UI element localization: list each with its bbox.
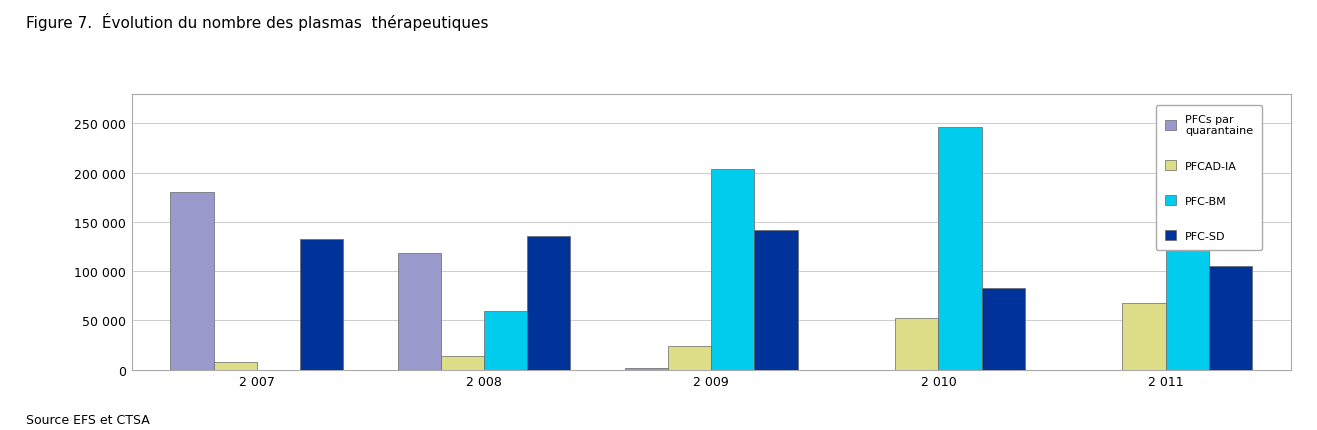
Bar: [300, 239, 342, 370]
Bar: [1209, 267, 1252, 370]
Bar: [711, 169, 755, 370]
Legend: PFCs par
quarantaine, PFCAD-IA, PFC-BM, PFC-SD: PFCs par quarantaine, PFCAD-IA, PFC-BM, …: [1156, 106, 1262, 250]
Bar: [483, 311, 527, 370]
Bar: [213, 362, 257, 370]
Bar: [668, 346, 711, 370]
Bar: [398, 254, 441, 370]
Text: Figure 7.  Évolution du nombre des plasmas  thérapeutiques: Figure 7. Évolution du nombre des plasma…: [26, 13, 489, 31]
Bar: [981, 288, 1025, 370]
Bar: [441, 356, 483, 370]
Bar: [1166, 167, 1209, 370]
Bar: [1122, 303, 1166, 370]
Text: Source EFS et CTSA: Source EFS et CTSA: [26, 413, 150, 426]
Bar: [755, 230, 798, 370]
Bar: [527, 236, 570, 370]
Bar: [896, 319, 939, 370]
Bar: [939, 128, 981, 370]
Bar: [624, 368, 668, 370]
Bar: [170, 193, 213, 370]
